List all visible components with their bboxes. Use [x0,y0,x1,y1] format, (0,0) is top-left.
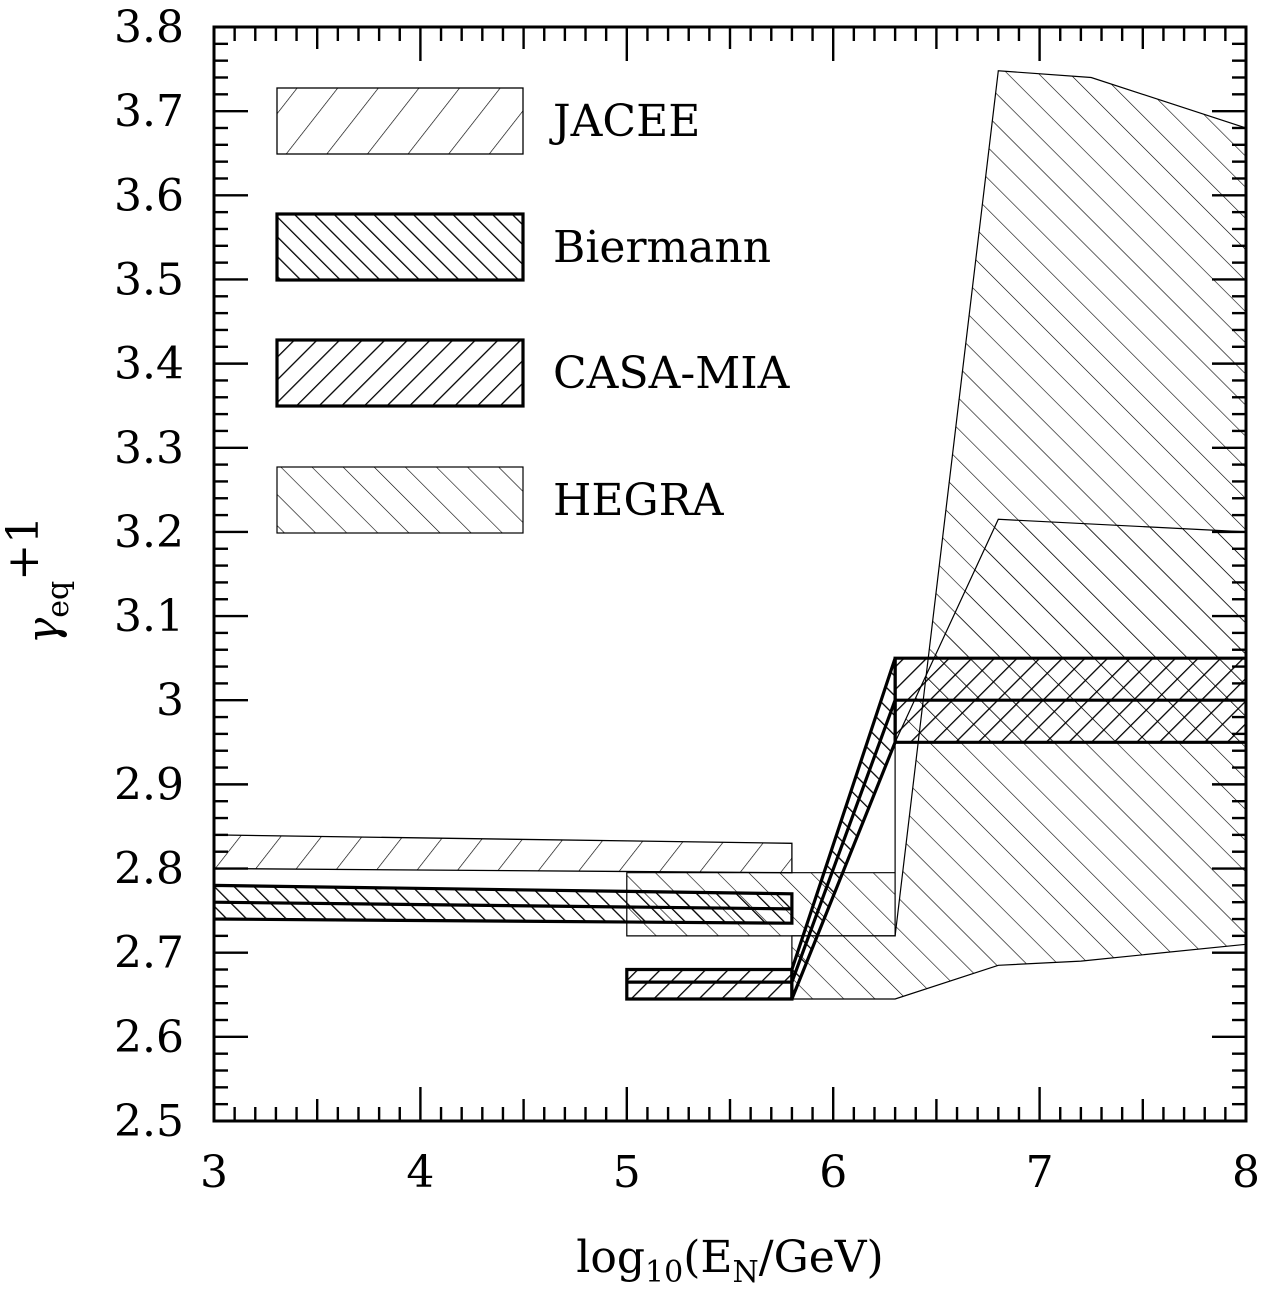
x-tick-label: 8 [1232,1147,1260,1198]
axis-ticks [212,25,1248,1123]
legend-item-casa-mia: CASA-MIA [275,338,791,408]
x-tick-label: 3 [200,1147,228,1198]
y-tick-label: 3.1 [114,591,184,642]
legend-item-hegra: HEGRA [276,466,725,534]
x-tick-label: 7 [1026,1147,1054,1198]
biermann-center-line-2 [790,699,897,983]
legend-label-jacee: JACEE [549,96,700,147]
y-tick-label: 3.8 [114,2,184,53]
legend: JACEE Biermann CASA-MIA HEGRA [275,87,791,534]
legend-swatch-hegra [276,466,524,534]
y-tick-label: 3.5 [114,254,184,305]
y-tick-label: 3.7 [114,86,184,137]
legend-label-casa-mia: CASA-MIA [553,348,791,399]
legend-item-jacee: JACEE [276,87,700,155]
y-tick-label: 2.5 [114,1096,184,1147]
y-axis-label: γeq+1 [0,516,76,644]
legend-swatch-jacee [276,87,524,155]
series-layer [214,70,1246,1001]
legend-swatch-casa-mia [275,338,525,408]
hegra-band-2 [791,70,1246,1000]
y-tick-label: 2.6 [114,1012,184,1063]
legend-label-biermann: Biermann [553,222,771,273]
y-tick-label: 3.6 [114,170,184,221]
y-tick-label: 2.7 [114,928,184,979]
y-tick-label: 3 [156,675,184,726]
y-tick-label: 3.2 [114,507,184,558]
legend-swatch-biermann [275,212,525,282]
tick-labels: 3 4 5 6 7 8 2.5 2.6 2.7 2.8 2.9 3 3.1 3.2 3.3 3.4 3.5 3.6… [114,2,1260,1198]
x-tick-label: 6 [819,1147,847,1198]
y-tick-label: 3.4 [114,339,184,390]
series-biermann [214,657,897,1000]
biermann-center-line-1 [214,900,792,911]
x-tick-label: 5 [613,1147,641,1198]
y-tick-label: 2.8 [114,844,184,895]
y-tick-label: 2.9 [114,759,184,810]
legend-item-biermann: Biermann [275,212,771,282]
x-tick-label: 4 [406,1147,434,1198]
legend-label-hegra: HEGRA [553,475,725,526]
x-axis-label: log10(EN/GeV) [576,1232,883,1290]
series-jacee [214,834,793,874]
y-tick-label: 3.3 [114,423,184,474]
jacee-band-1 [214,834,793,874]
casa-mia-band-1 [625,967,794,1001]
